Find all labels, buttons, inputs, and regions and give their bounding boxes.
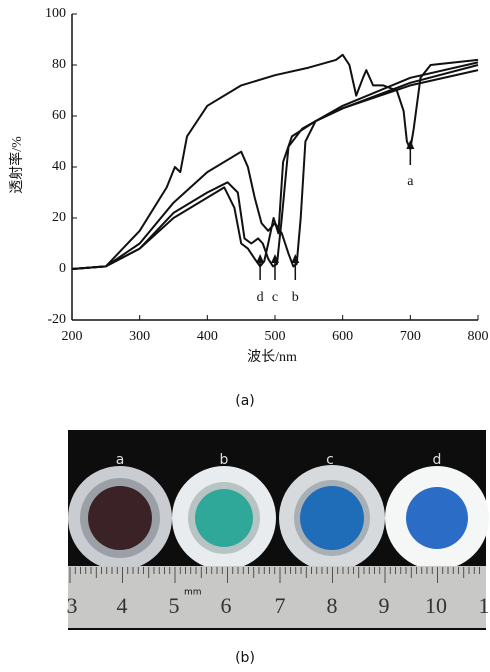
- ruler-unit: mm: [184, 588, 202, 598]
- sample-disk: [88, 486, 152, 550]
- photo: mm: [68, 430, 489, 630]
- annotation-label: d: [257, 290, 264, 305]
- ruler-number: 4: [117, 593, 128, 618]
- sample-disk: [406, 487, 468, 549]
- y-tick-label: -20: [47, 312, 66, 327]
- annotation-arrowhead: [406, 140, 415, 149]
- y-tick-label: 20: [52, 210, 66, 225]
- ruler-number: 1: [479, 593, 490, 618]
- ruler: [68, 566, 486, 628]
- annotation-label: a: [407, 174, 414, 189]
- ruler-number: 7: [275, 593, 286, 618]
- sample-label: b: [220, 452, 229, 468]
- y-tick-label: 0: [59, 261, 66, 276]
- annotation-label: c: [272, 290, 278, 305]
- x-tick-label: 600: [332, 329, 353, 344]
- y-tick-label: 40: [52, 159, 66, 174]
- ruler-number: 9: [379, 593, 390, 618]
- sample-label: c: [326, 452, 334, 468]
- x-tick-label: 500: [265, 329, 286, 344]
- y-axis-label: 透射率/%: [8, 136, 25, 194]
- x-tick-label: 700: [400, 329, 421, 344]
- annotation-arrowhead: [256, 254, 265, 263]
- x-tick-label: 400: [197, 329, 218, 344]
- panel-label: (a): [235, 393, 255, 409]
- sample-disk: [195, 489, 253, 547]
- ruler-number: 3: [67, 593, 78, 618]
- ruler-number: 6: [221, 593, 232, 618]
- x-tick-label: 200: [62, 329, 83, 344]
- sample-disk: [300, 486, 364, 550]
- y-tick-label: 60: [52, 108, 66, 123]
- spectrum-line: [71, 53, 479, 270]
- y-tick-label: 100: [45, 6, 66, 21]
- x-tick-label: 800: [468, 329, 489, 344]
- panel-label: (b): [235, 650, 255, 666]
- annotation-label: b: [292, 290, 299, 305]
- annotation-arrowhead: [271, 254, 279, 263]
- annotation-arrowhead: [291, 254, 300, 263]
- sample-label: a: [116, 452, 125, 468]
- ruler-number: 5: [169, 593, 180, 618]
- sample-label: d: [433, 452, 442, 468]
- ruler-number: 10: [425, 593, 447, 618]
- ruler-ticks: [69, 567, 480, 583]
- ruler-number: 8: [327, 593, 338, 618]
- x-tick-label: 300: [129, 329, 150, 344]
- x-axis-label: 波长/nm: [247, 349, 297, 365]
- y-tick-label: 80: [52, 57, 66, 72]
